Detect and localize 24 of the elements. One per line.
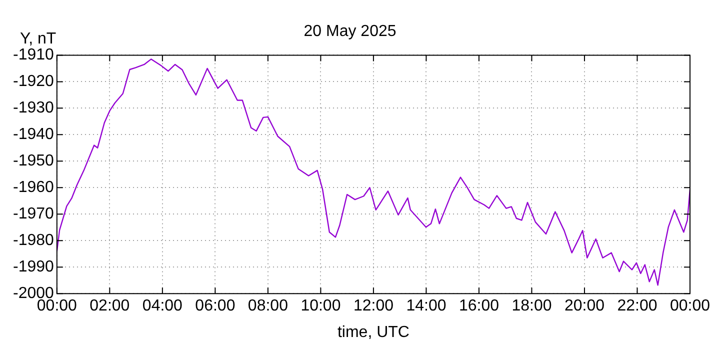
x-tick-label: 00:00 (670, 298, 710, 315)
y-tick-label: -1910 (13, 46, 54, 64)
y-tick-label: -1990 (13, 258, 54, 276)
x-tick-label: 18:00 (512, 298, 552, 315)
x-tick-label: 20:00 (564, 298, 605, 315)
x-tick-label: 16:00 (458, 298, 500, 315)
y-tick-label: -1970 (13, 206, 54, 223)
y-tick-label: -1960 (13, 179, 54, 196)
x-tick-label: 10:00 (300, 298, 341, 315)
x-tick-label: 22:00 (617, 298, 658, 315)
x-tick-label: 02:00 (90, 298, 130, 315)
x-tick-label: 08:00 (248, 298, 288, 315)
x-tick-label: 14:00 (406, 298, 446, 315)
y-tick-label: -1940 (13, 126, 54, 144)
y-tick-label: -1930 (13, 100, 54, 117)
y-tick-label: -1920 (13, 73, 54, 90)
x-tick-label: 06:00 (195, 298, 236, 315)
y-tick-label: -1980 (13, 232, 54, 250)
x-tick-label: 04:00 (142, 298, 183, 315)
x-axis-title: time, UTC (337, 324, 410, 341)
y-axis-title: Y, nT (20, 30, 56, 48)
chart-title: 20 May 2025 (304, 23, 396, 40)
x-tick-label: 12:00 (353, 298, 394, 315)
y-tick-label: -1950 (13, 152, 54, 170)
